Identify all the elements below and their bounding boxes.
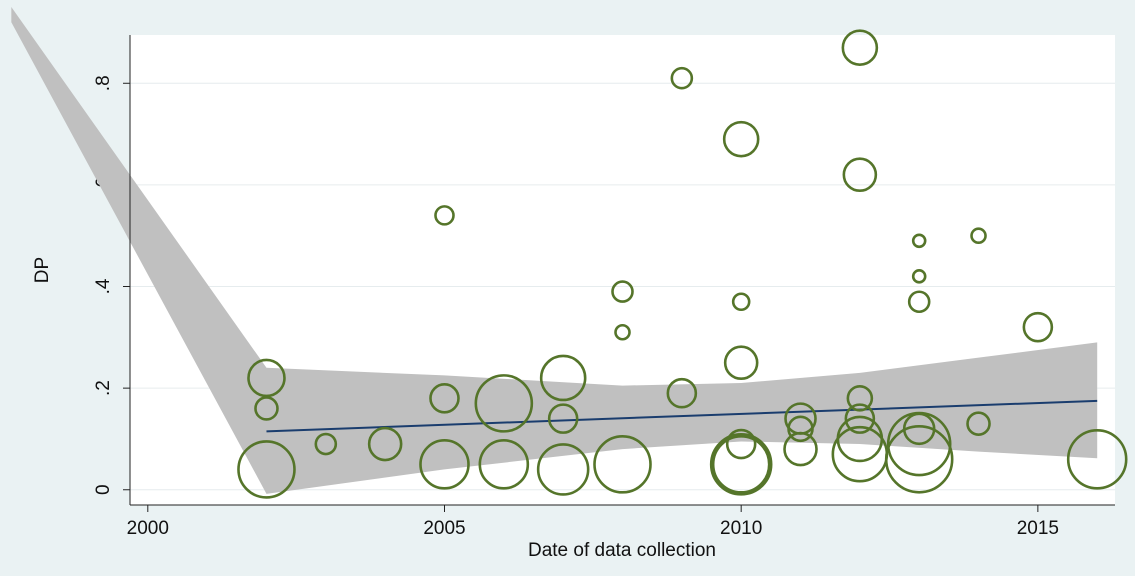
bubble [547, 403, 579, 434]
bubble [783, 431, 818, 467]
bubble [247, 358, 286, 398]
bubble [670, 66, 694, 90]
bubble [844, 403, 876, 434]
bubble [1022, 311, 1054, 343]
bubble [731, 292, 751, 312]
bubble [254, 396, 279, 421]
y-tick-label: .4 [93, 278, 114, 294]
bubble [474, 374, 534, 433]
bubble [842, 157, 878, 193]
bubble [593, 435, 652, 494]
bubble [709, 433, 773, 496]
bubble [846, 384, 874, 412]
x-tick-label: 2010 [720, 518, 762, 539]
bubble [536, 443, 590, 496]
bubble [419, 439, 470, 490]
bubble [711, 435, 771, 494]
bubble [911, 269, 927, 284]
bubble [725, 428, 757, 460]
bubble [237, 440, 296, 499]
x-tick-label: 2000 [127, 518, 169, 539]
bubble [911, 233, 927, 249]
bubble [907, 290, 931, 314]
bubble [539, 354, 587, 402]
bubble [722, 120, 760, 158]
bubble [367, 426, 403, 462]
bubble [478, 439, 530, 490]
bubble [611, 280, 634, 303]
y-tick-label: .8 [93, 75, 114, 91]
x-axis-label: Date of data collection [528, 540, 716, 561]
bubble [723, 345, 759, 381]
fit-line [266, 399, 1098, 433]
x-tick-label: 2005 [423, 518, 465, 539]
y-axis-label: DP [32, 257, 53, 283]
y-tick-label: 0 [93, 484, 114, 495]
bubble [429, 382, 460, 414]
bubble [314, 432, 338, 456]
bubble [666, 377, 698, 409]
bubble [884, 424, 954, 494]
bubble [614, 323, 631, 341]
bubble [966, 411, 991, 437]
bubble [1066, 428, 1128, 490]
y-tick-label: .2 [93, 380, 114, 396]
bubble [434, 205, 455, 226]
bubble [886, 411, 952, 477]
x-tick-label: 2015 [1017, 518, 1059, 539]
bubble [787, 415, 814, 443]
bubble [970, 227, 987, 245]
bubble [841, 29, 879, 67]
